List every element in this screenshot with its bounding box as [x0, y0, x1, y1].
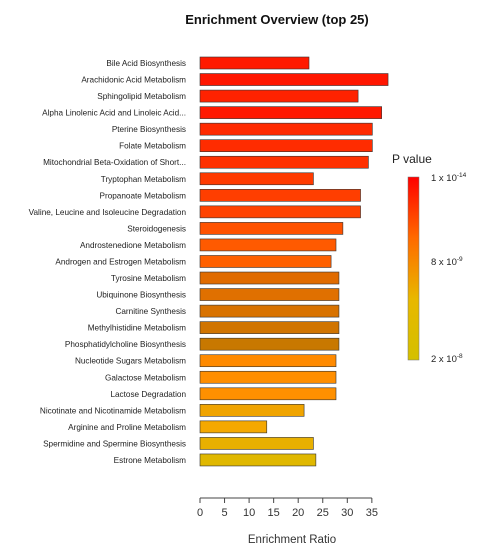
x-tick-label: 20 [292, 507, 304, 519]
category-label: Folate Metabolism [119, 142, 186, 151]
x-axis: 0 5 10 15 20 25 30 35 [197, 497, 378, 519]
bar [199, 205, 361, 219]
category-label: Steroidogenesis [127, 224, 186, 233]
x-tick-label: 30 [341, 507, 353, 519]
x-tick-label: 0 [197, 507, 203, 519]
category-label: Propanoate Metabolism [100, 191, 187, 200]
bar [199, 106, 382, 119]
category-label: Carnitine Synthesis [115, 307, 186, 316]
bar [199, 73, 389, 86]
legend-label: 2 x 10-8 [431, 353, 463, 365]
x-tick-label: 15 [268, 507, 280, 519]
category-label: Arachidonic Acid Metabolism [81, 76, 186, 85]
color-legend: P value 1 x 10-14 8 x 10-9 2 x 10-8 [392, 152, 467, 365]
category-label: Methylhistidine Metabolism [88, 324, 186, 333]
category-label: Tryptophan Metabolism [101, 175, 186, 184]
bar [199, 238, 337, 252]
bars-group [199, 56, 389, 467]
bar [199, 370, 337, 384]
bar [199, 288, 340, 301]
category-label: Pterine Biosynthesis [112, 125, 186, 134]
x-tick-label: 35 [366, 507, 378, 519]
bar [199, 122, 373, 136]
bar [199, 453, 317, 467]
category-label: Galactose Metabolism [105, 373, 186, 382]
bar [199, 420, 268, 434]
category-label: Lactose Degradation [110, 390, 186, 399]
category-label: Androstenedione Metabolism [80, 241, 186, 250]
x-tick-label: 10 [243, 507, 255, 519]
bar [199, 255, 332, 268]
category-label: Alpha Linolenic Acid and Linoleic Acid..… [42, 109, 186, 118]
category-label: Androgen and Estrogen Metabolism [55, 257, 186, 266]
category-label: Sphingolipid Metabolism [97, 92, 186, 101]
category-label: Nicotinate and Nicotinamide Metabolism [40, 406, 186, 415]
legend-label: 1 x 10-14 [431, 172, 467, 184]
legend-label: 8 x 10-9 [431, 256, 463, 268]
bar [199, 222, 344, 235]
category-label: Mitochondrial Beta-Oxidation of Short... [43, 158, 186, 167]
category-label: Spermidine and Spermine Biosynthesis [43, 439, 186, 448]
bar [199, 304, 340, 318]
category-labels: Bile Acid Biosynthesis Arachidonic Acid M… [29, 59, 187, 465]
category-label: Tyrosine Metabolism [111, 274, 186, 283]
category-label: Estrone Metabolism [114, 456, 187, 465]
legend-color-bar [407, 176, 420, 361]
x-axis-label: Enrichment Ratio [248, 534, 336, 546]
bar [199, 354, 337, 368]
bar [199, 437, 314, 450]
x-tick-label: 5 [221, 507, 227, 519]
category-label: Phosphatidylcholine Biosynthesis [65, 340, 186, 349]
category-label: Arginine and Proline Metabolism [68, 423, 186, 432]
chart-title: Enrichment Overview (top 25) [185, 12, 369, 27]
bar [199, 189, 361, 202]
bar [199, 321, 340, 334]
bar [199, 271, 340, 285]
category-label: Valine, Leucine and Isoleucine Degradati… [29, 208, 187, 217]
legend-title: P value [392, 152, 432, 166]
bar [199, 89, 359, 103]
category-label: Bile Acid Biosynthesis [106, 59, 186, 68]
bar [199, 56, 310, 70]
bar [199, 139, 373, 152]
x-tick-label: 25 [317, 507, 329, 519]
bar [199, 387, 337, 401]
category-label: Nucleotide Sugars Metabolism [75, 357, 186, 366]
bar [199, 172, 314, 186]
bar [199, 155, 369, 169]
bar [199, 337, 340, 351]
bar [199, 404, 305, 417]
category-label: Ubiquinone Biosynthesis [96, 291, 186, 300]
